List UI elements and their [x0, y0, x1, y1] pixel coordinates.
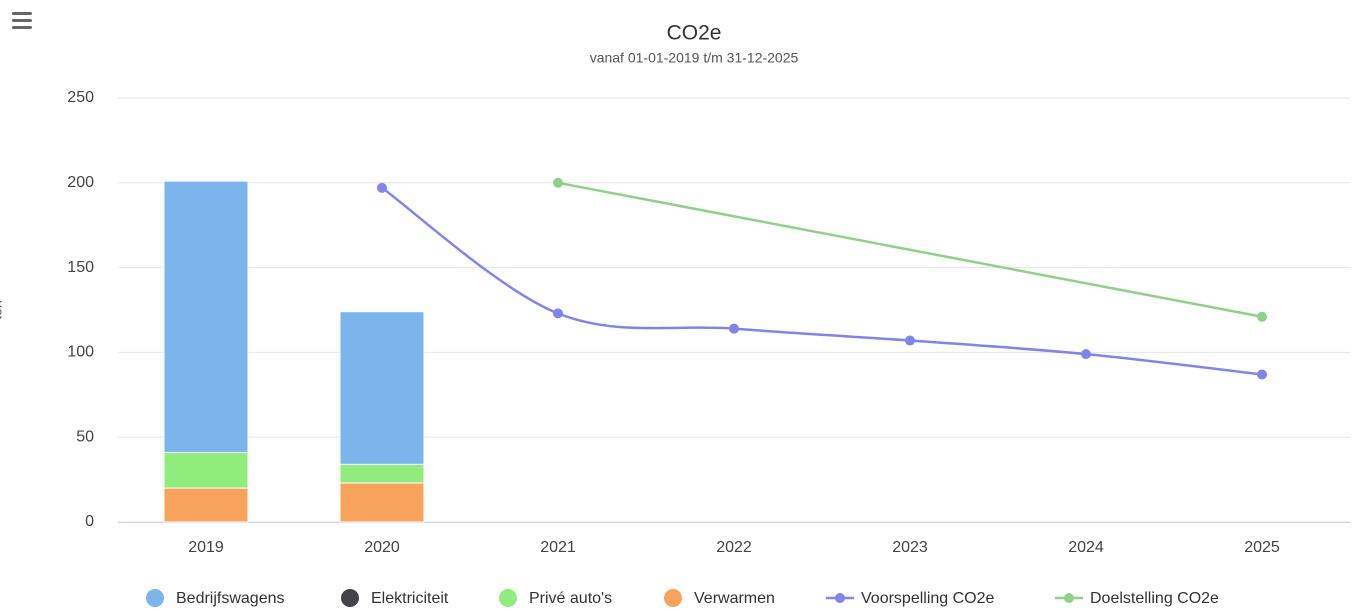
y-tick-label: 200 [67, 174, 94, 191]
bar-segment [163, 487, 249, 523]
legend-label[interactable]: Elektriciteit [371, 590, 449, 607]
point [1257, 311, 1267, 322]
x-tick-label: 2024 [1068, 539, 1104, 556]
legend-symbol [341, 589, 359, 607]
x-tick-label: 2019 [188, 539, 224, 556]
bar-segment [339, 463, 425, 484]
point [905, 335, 915, 346]
y-tick-label: 150 [67, 259, 94, 276]
point [1257, 369, 1267, 380]
legend-symbol [499, 589, 517, 607]
x-tick-label: 2020 [364, 539, 400, 556]
menu-icon[interactable] [12, 12, 32, 29]
bar-segment [339, 482, 425, 523]
y-axis-title: ton [0, 300, 5, 319]
legend-label[interactable]: Voorspelling CO2e [861, 590, 995, 607]
legend-symbol [1064, 593, 1074, 603]
legend-symbol [146, 589, 164, 607]
line [381, 186, 1263, 376]
y-tick-label: 250 [67, 89, 94, 106]
point [377, 182, 387, 193]
point [1081, 349, 1091, 360]
legend-label[interactable]: Privé auto's [529, 590, 612, 607]
legend-label[interactable]: Bedrijfswagens [176, 590, 285, 607]
point [553, 177, 563, 188]
bar-segment [163, 180, 249, 453]
y-tick-label: 100 [67, 344, 94, 361]
bar-segment [339, 311, 425, 465]
bar-segment [163, 451, 249, 489]
legend-label[interactable]: Doelstelling CO2e [1090, 590, 1219, 607]
chart-title: CO2e [667, 22, 722, 45]
legend-symbol [664, 589, 682, 607]
legend-symbol [835, 593, 845, 603]
legend-label[interactable]: Verwarmen [694, 590, 775, 607]
point [553, 308, 563, 319]
x-tick-label: 2025 [1244, 539, 1280, 556]
x-tick-label: 2023 [892, 539, 928, 556]
chart-subtitle: vanaf 01-01-2019 t/m 31-12-2025 [590, 50, 799, 66]
x-tick-label: 2022 [716, 539, 752, 556]
line [557, 181, 1263, 319]
y-tick-label: 0 [85, 513, 94, 530]
y-tick-label: 50 [76, 428, 94, 445]
point [729, 323, 739, 334]
x-tick-label: 2021 [540, 539, 576, 556]
